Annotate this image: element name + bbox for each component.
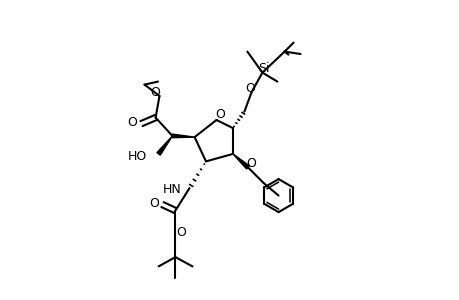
Polygon shape (233, 154, 249, 169)
Polygon shape (172, 134, 194, 138)
Text: O: O (150, 86, 160, 99)
Text: O: O (175, 226, 185, 239)
Text: Si: Si (257, 62, 269, 76)
Text: HN: HN (163, 183, 182, 196)
Text: O: O (215, 107, 224, 121)
Text: O: O (149, 196, 159, 210)
Text: O: O (127, 116, 136, 129)
Text: O: O (245, 82, 254, 95)
Text: HO: HO (127, 150, 146, 163)
Text: O: O (246, 157, 256, 170)
Polygon shape (157, 136, 172, 155)
